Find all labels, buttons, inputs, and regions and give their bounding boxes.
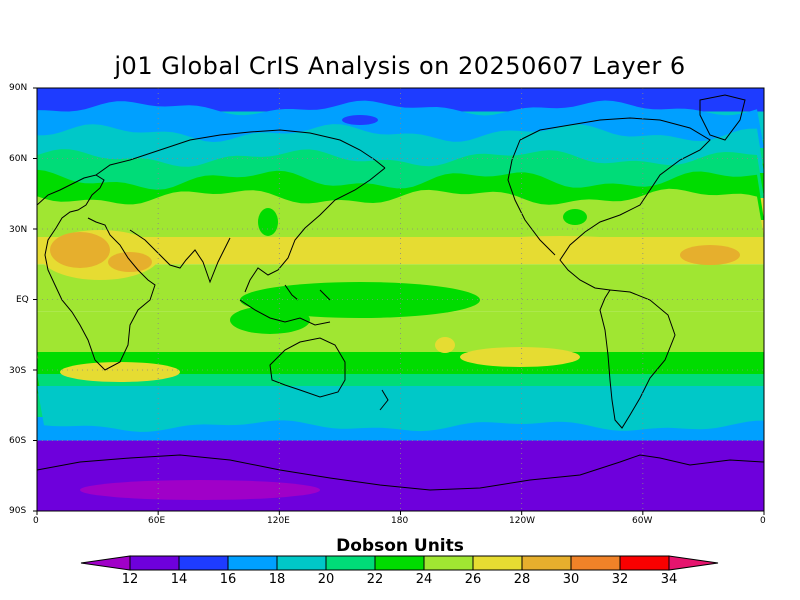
colorbar-tick: 34 (660, 572, 678, 587)
colorbar-swatch (521, 555, 572, 571)
colorbar-title: Dobson Units (336, 536, 464, 556)
lat-label-60n: 60N (9, 154, 28, 164)
colorbar-swatch (227, 555, 278, 571)
ozone-patch (310, 238, 450, 262)
coastline (129, 229, 231, 284)
lat-label-90n: 90N (9, 83, 28, 93)
ozone-patch (258, 208, 278, 236)
lon-label-180: 180 (391, 516, 409, 526)
ozone-patch (80, 480, 320, 500)
lat-label-90s: 90S (9, 506, 27, 516)
colorbar-swatch (276, 555, 327, 571)
lon-label-120w: 120W (509, 516, 536, 526)
colorbar-tick: 26 (464, 572, 482, 587)
lon-label-60w: 60W (632, 516, 653, 526)
coastline (507, 139, 556, 256)
coastlines (37, 94, 764, 491)
ozone-patch (108, 252, 152, 272)
lon-label-60e: 60E (148, 516, 166, 526)
grid-lines (37, 88, 764, 511)
colorbar-swatch (570, 555, 621, 571)
colorbar-arrow-high (668, 555, 719, 571)
lat-label-30s: 30S (9, 366, 27, 376)
coastline (37, 174, 156, 371)
ozone-patch (230, 306, 310, 334)
coastline (699, 94, 746, 141)
colorbar-tick: 14 (170, 572, 188, 587)
colorbar-swatch (423, 555, 474, 571)
coastline (269, 337, 346, 398)
ozone-band (37, 440, 764, 511)
colorbar-tick: 16 (219, 572, 237, 587)
map-title: j01 Global CrIS Analysis on 20250607 Lay… (114, 52, 686, 80)
coastline (379, 389, 389, 411)
ozone-patch (460, 347, 580, 367)
ozone-patch (342, 115, 378, 125)
ozone-patch (60, 362, 180, 382)
ozone-patch (450, 236, 670, 264)
axis-ticks (33, 87, 765, 515)
coastline (239, 284, 331, 326)
colorbar-swatch (472, 555, 523, 571)
colorbar-swatch (325, 555, 376, 571)
colorbar-tick: 12 (121, 572, 139, 587)
ozone-patch (680, 245, 740, 265)
colorbar-tick: 18 (268, 572, 286, 587)
lat-label-eq: EQ (16, 295, 29, 305)
coastline (244, 167, 386, 293)
ozone-patch (50, 232, 110, 268)
colorbar-swatch (178, 555, 229, 571)
lon-label-120e: 120E (267, 516, 290, 526)
coastline (519, 117, 711, 291)
ozone-patch (563, 209, 587, 225)
colorbar-tick: 24 (415, 572, 433, 587)
lon-label-0-left: 0 (33, 516, 39, 526)
colorbar-tick: 22 (366, 572, 384, 587)
ozone-patch (435, 337, 455, 353)
colorbar-tick: 20 (317, 572, 335, 587)
colorbar-swatch (619, 555, 670, 571)
contour-edge (37, 188, 764, 237)
lon-label-0-right: 0 (760, 516, 766, 526)
coastline (95, 129, 386, 176)
coastline (37, 454, 764, 491)
colorbar-swatch (374, 555, 425, 571)
ozone-patch (240, 282, 480, 318)
colorbar-arrow-low (80, 555, 131, 571)
colorbar (80, 555, 719, 571)
colorbar-tick: 32 (611, 572, 629, 587)
lat-label-60s: 60S (9, 436, 27, 446)
colorbar-tick: 28 (513, 572, 531, 587)
lat-label-30n: 30N (9, 225, 28, 235)
coastline (599, 289, 676, 429)
colorbar-swatch (129, 555, 180, 571)
colorbar-tick: 30 (562, 572, 580, 587)
